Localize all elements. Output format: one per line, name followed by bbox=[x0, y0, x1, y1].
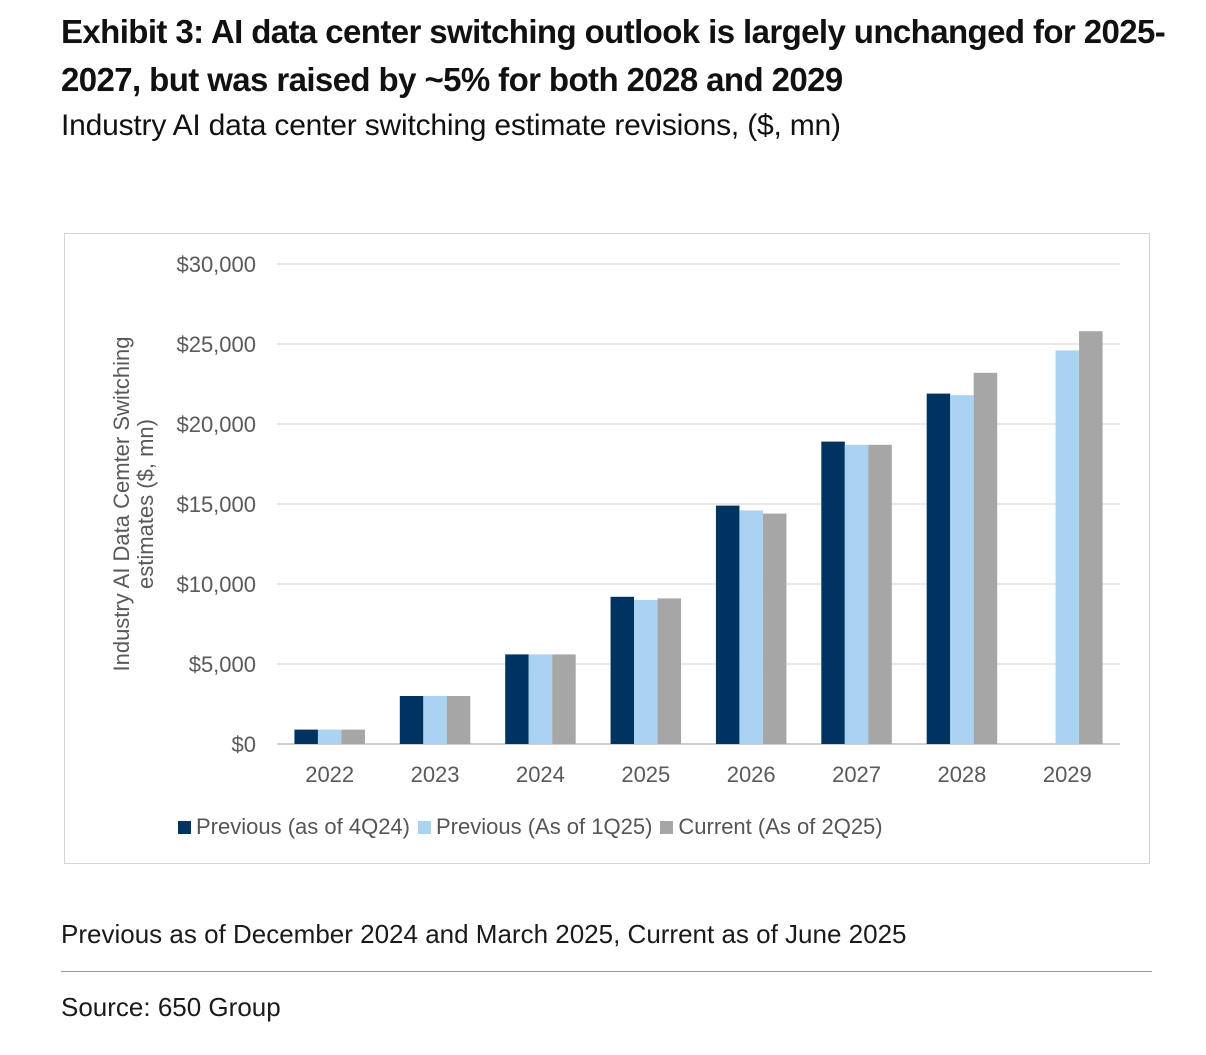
y-tick-label: $25,000 bbox=[176, 332, 256, 357]
bar-2029-series-2 bbox=[1055, 350, 1080, 744]
source-note: Source: 650 Group bbox=[61, 992, 281, 1022]
bar-2024-series-1 bbox=[505, 654, 529, 744]
x-tick-label: 2027 bbox=[832, 762, 881, 787]
bar-2022-series-1 bbox=[294, 729, 318, 744]
legend-item: Previous (As of 1Q25) bbox=[417, 814, 653, 840]
bar-2028-series-2 bbox=[950, 395, 974, 744]
bar-2022-series-2 bbox=[317, 729, 342, 744]
legend-swatch bbox=[417, 820, 431, 834]
chart-frame: $0 $5,000 $10,000 $15,000 $20,000 $25,000 $30,… bbox=[64, 233, 1150, 864]
y-tick-label: $20,000 bbox=[176, 412, 256, 437]
bar-2025-series-3 bbox=[657, 598, 682, 744]
legend-label: Previous (as of 4Q24) bbox=[196, 814, 410, 839]
x-tick-label: 2029 bbox=[1043, 762, 1092, 787]
y-tick-label: $15,000 bbox=[176, 492, 256, 517]
bar-2025-series-2 bbox=[634, 600, 658, 744]
bars bbox=[294, 331, 1103, 744]
exhibit-title: Exhibit 3: AI data center switching outl… bbox=[61, 13, 1166, 98]
bar-2027-series-2 bbox=[844, 444, 869, 744]
y-tick-label: $30,000 bbox=[176, 252, 256, 277]
bar-2025-series-1 bbox=[610, 596, 635, 744]
y-axis-title: Industry AI Data Cemter Switchingestimat… bbox=[109, 336, 158, 671]
exhibit-subtitle: Industry AI data center switching estima… bbox=[61, 109, 841, 142]
bar-2026-series-3 bbox=[762, 513, 787, 744]
legend-swatch bbox=[660, 820, 674, 834]
bar-2026-series-1 bbox=[715, 505, 740, 744]
x-tick-label: 2026 bbox=[727, 762, 776, 787]
bar-2024-series-3 bbox=[552, 654, 576, 744]
y-tick-label: $10,000 bbox=[176, 572, 256, 597]
legend: Previous (as of 4Q24) Previous (As of 1Q2… bbox=[178, 814, 891, 840]
bar-2023-series-1 bbox=[399, 696, 424, 744]
bar-2027-series-3 bbox=[868, 444, 892, 744]
legend-label: Current (As of 2Q25) bbox=[678, 814, 883, 839]
footnote: Previous as of December 2024 and March 2… bbox=[61, 919, 907, 949]
bar-2029-series-3 bbox=[1079, 331, 1103, 744]
x-tick-label: 2024 bbox=[516, 762, 565, 787]
y-tick-label: $0 bbox=[232, 732, 256, 757]
x-tick-label: 2025 bbox=[621, 762, 670, 787]
y-axis-label: Industry AI Data Cemter Switchingestimat… bbox=[109, 336, 158, 671]
legend-label: Previous (As of 1Q25) bbox=[435, 814, 653, 839]
bar-2028-series-3 bbox=[973, 372, 998, 744]
bar-2023-series-2 bbox=[423, 696, 447, 744]
bar-chart: $0 $5,000 $10,000 $15,000 $20,000 $25,000 $30,… bbox=[109, 252, 1120, 787]
bar-2022-series-3 bbox=[341, 729, 365, 744]
bar-2028-series-1 bbox=[926, 393, 951, 744]
y-axis-title-line: estimates ($, mn) bbox=[133, 419, 158, 589]
divider bbox=[61, 971, 1152, 972]
y-axis-ticks: $0 $5,000 $10,000 $15,000 $20,000 $25,000 $30,… bbox=[176, 252, 256, 757]
y-axis-title-line: Industry AI Data Cemter Switching bbox=[109, 336, 134, 671]
x-tick-label: 2028 bbox=[937, 762, 986, 787]
legend-item: Current (As of 2Q25) bbox=[660, 814, 883, 840]
x-axis-ticks: 2022 2023 2024 2025 2026 2027 2028 2029 bbox=[305, 762, 1092, 787]
bar-2027-series-1 bbox=[821, 441, 845, 744]
x-tick-label: 2022 bbox=[305, 762, 354, 787]
legend-swatch bbox=[178, 820, 191, 834]
bar-2023-series-3 bbox=[446, 696, 471, 744]
bar-2024-series-2 bbox=[528, 654, 553, 744]
x-tick-label: 2023 bbox=[411, 762, 460, 787]
y-tick-label: $5,000 bbox=[189, 652, 256, 677]
bar-2026-series-2 bbox=[739, 510, 763, 744]
legend-item: Previous (as of 4Q24) bbox=[178, 814, 410, 840]
